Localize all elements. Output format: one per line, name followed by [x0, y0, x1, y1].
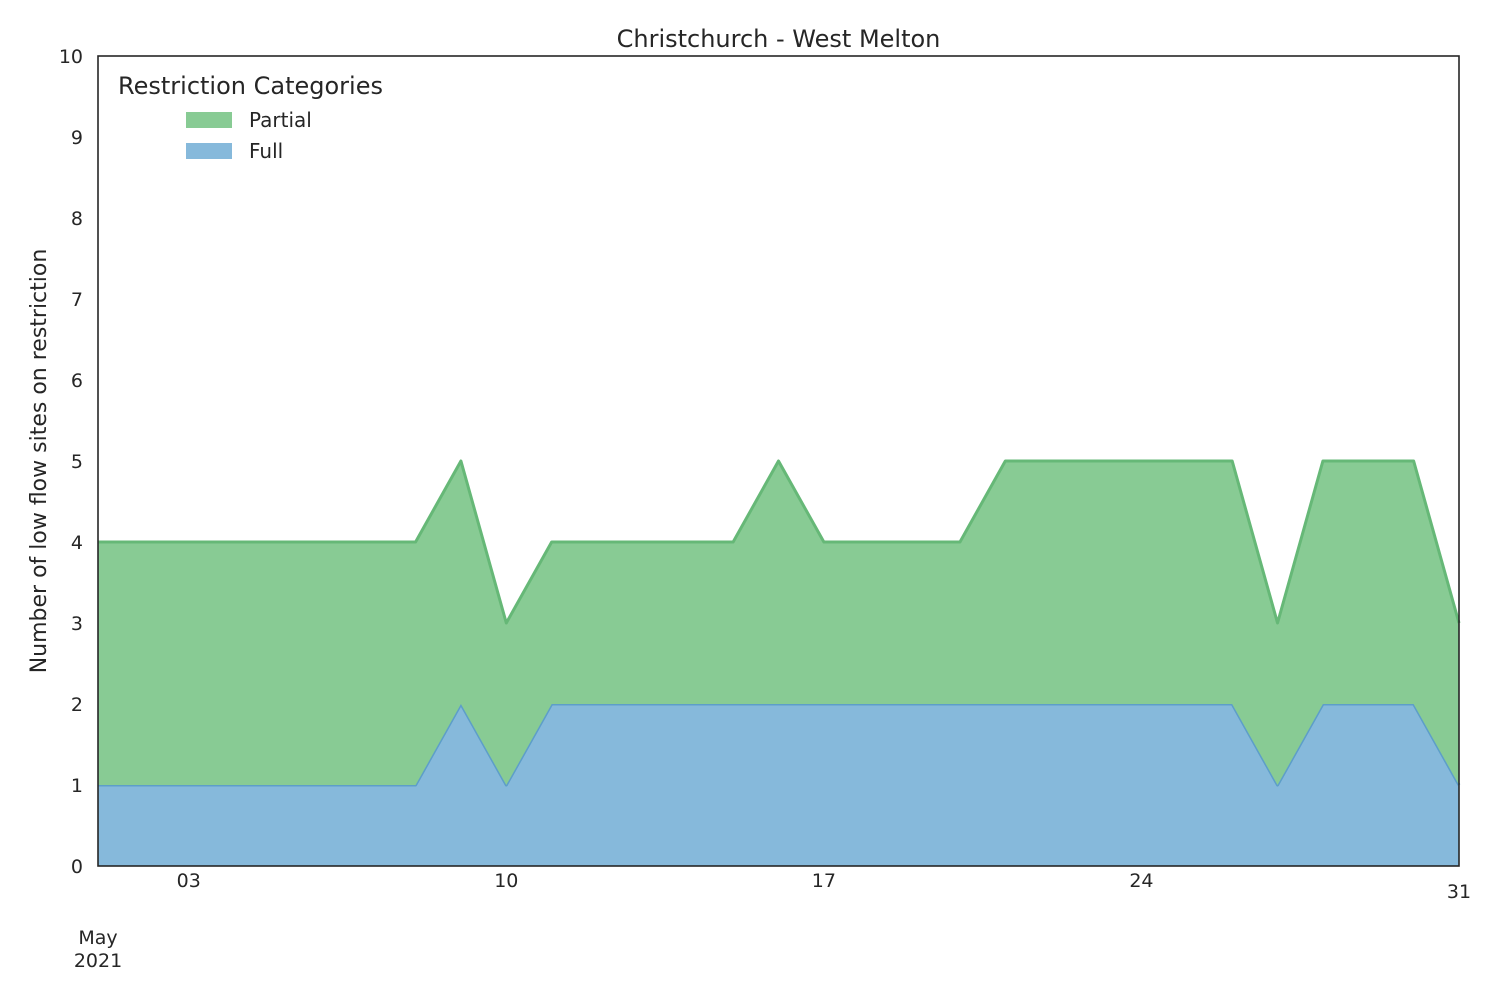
x-tick-label: 17 — [812, 870, 836, 892]
legend-swatch-partial — [186, 112, 232, 128]
plot-frame — [97, 55, 1460, 867]
x-year-label: 2021 — [74, 950, 122, 972]
y-tick-label: 2 — [71, 694, 83, 716]
legend-swatch-full — [186, 143, 232, 159]
area-edge-partial — [98, 459, 1461, 625]
y-tick-label: 0 — [71, 856, 83, 878]
y-tick-label: 4 — [71, 532, 83, 554]
legend-label-partial: Partial — [249, 108, 312, 132]
y-tick-label: 9 — [71, 127, 83, 149]
y-tick-label: 10 — [59, 46, 83, 68]
y-tick-label: 1 — [71, 775, 83, 797]
y-axis-ticks: 0 1 2 3 4 5 6 7 8 9 10 — [59, 46, 83, 878]
x-tick-label: 24 — [1129, 870, 1153, 892]
y-axis-label: Number of low flow sites on restriction — [27, 249, 52, 674]
chart-title: Christchurch - West Melton — [617, 25, 941, 53]
x-tick-label: 10 — [494, 870, 518, 892]
y-tick-label: 6 — [71, 370, 83, 392]
x-tick-label: 03 — [177, 870, 201, 892]
x-axis-ticks: 03 10 17 24 31 — [177, 870, 1471, 903]
y-tick-label: 3 — [71, 613, 83, 635]
y-tick-label: 7 — [71, 289, 83, 311]
x-month-label: May — [78, 927, 117, 949]
x-tick-label: 31 — [1447, 881, 1471, 903]
area-layers — [98, 459, 1461, 866]
area-partial — [98, 461, 1459, 785]
legend: Restriction Categories Partial Full — [118, 72, 383, 163]
y-tick-label: 5 — [71, 451, 83, 473]
legend-label-full: Full — [249, 139, 283, 163]
legend-title: Restriction Categories — [118, 72, 383, 100]
y-tick-label: 8 — [71, 208, 83, 230]
